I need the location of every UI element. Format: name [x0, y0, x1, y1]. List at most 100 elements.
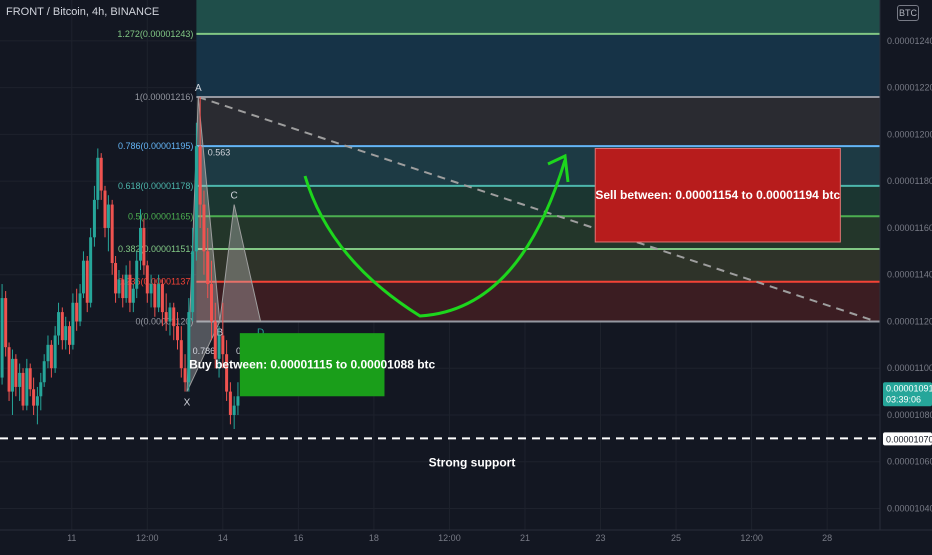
price-tick-label: 0.00001040 — [887, 503, 932, 513]
candle-body — [157, 284, 161, 308]
time-tick-label: 12:00 — [136, 533, 159, 543]
time-tick-label: 21 — [520, 533, 530, 543]
time-tick-label: 23 — [596, 533, 606, 543]
candle-body — [232, 405, 236, 415]
price-tick-label: 0.00001100 — [887, 363, 932, 373]
candle-body — [81, 260, 85, 294]
fib-level-label: 0.786(0.00001195) — [118, 141, 193, 151]
candle-body — [32, 389, 36, 406]
price-tick-label: 0.00001120 — [887, 316, 932, 326]
candle-body — [225, 354, 229, 392]
candle-body — [96, 157, 100, 200]
price-tick-label: 0.00001200 — [887, 129, 932, 139]
sell-zone-text: Sell between: 0.00001154 to 0.00001194 b… — [595, 188, 840, 202]
current-price-tag — [883, 382, 932, 407]
candle-body — [114, 263, 118, 294]
currency-badge[interactable]: BTC — [897, 5, 919, 21]
candle-body — [236, 396, 240, 406]
candle-body — [14, 358, 18, 387]
candle-body — [0, 298, 4, 378]
harmonic-point-label: C — [231, 191, 238, 202]
price-tick-label: 0.00001060 — [887, 457, 932, 467]
candle-body — [131, 288, 135, 303]
candle-body — [191, 251, 195, 313]
fib-level-label: 1(0.00001216) — [135, 92, 194, 102]
time-tick-label: 25 — [671, 533, 681, 543]
candle-body — [172, 307, 176, 327]
fib-band — [196, 0, 881, 34]
candle-body — [206, 251, 210, 285]
candle-body — [149, 284, 153, 294]
price-tick-label: 0.00001180 — [887, 176, 932, 186]
candle-body — [103, 190, 107, 228]
support-text: Strong support — [429, 455, 516, 469]
sell-zone-box — [594, 147, 841, 243]
candle-body — [176, 326, 180, 341]
candle-body — [49, 344, 53, 369]
candle-body — [128, 274, 132, 303]
price-tick-label: 0.00001160 — [887, 223, 932, 233]
fib-level-label: 0(0.00001120) — [136, 316, 194, 326]
candle-body — [217, 335, 221, 359]
candle-body — [142, 227, 146, 266]
projection-arrow — [303, 159, 567, 318]
fib-band — [196, 248, 881, 282]
trend-line — [197, 96, 877, 323]
candle-body — [138, 227, 142, 261]
candle-body — [179, 340, 183, 369]
candle-body — [89, 237, 93, 303]
candle-body — [4, 298, 8, 348]
harmonic-point-label: D — [257, 327, 264, 338]
candle-body — [110, 204, 114, 264]
price-tick-label: 0.00001220 — [887, 83, 932, 93]
candle-body — [124, 274, 128, 299]
candle-body — [18, 372, 22, 387]
candle-body — [228, 391, 232, 415]
candle-body — [92, 199, 96, 238]
candle-body — [213, 321, 217, 359]
harmonic-point-label: B — [216, 327, 223, 338]
fib-level-label: 0.5(0.00001165) — [128, 211, 193, 221]
candle-body — [194, 146, 198, 252]
candle-body — [28, 368, 32, 390]
candle-body — [99, 157, 103, 191]
price-tick-label: 0.00001140 — [887, 270, 932, 280]
support-price-value: 0.00001070 — [886, 434, 932, 444]
candle-body — [153, 284, 157, 308]
candle-body — [71, 302, 75, 345]
harmonic-point-label: A — [195, 83, 202, 94]
time-tick-label: 12:00 — [438, 533, 461, 543]
candle-body — [42, 361, 46, 383]
candle-body — [67, 326, 71, 345]
candle-body — [202, 204, 206, 252]
candle-body — [221, 335, 225, 355]
harmonic-ratio-label: 0.563 — [208, 147, 231, 157]
fib-level-label: 0.236(0.00001137) — [118, 277, 193, 287]
candle-body — [21, 372, 25, 406]
price-tick-label: 0.00001080 — [887, 410, 932, 420]
candle-body — [7, 347, 11, 392]
support-price-tag — [883, 432, 932, 446]
candle-body — [53, 335, 57, 369]
candle-body — [85, 260, 89, 303]
price-tick-label: 0.00001240 — [887, 36, 932, 46]
time-tick-label: 11 — [67, 533, 76, 543]
candle-body — [64, 326, 68, 341]
candle-countdown: 03:39:06 — [886, 394, 921, 404]
candle-body — [145, 265, 149, 294]
candle-body — [35, 396, 39, 406]
candle-body — [117, 279, 121, 294]
candle-body — [25, 368, 29, 406]
time-tick-label: 16 — [293, 533, 303, 543]
candle-body — [39, 382, 43, 397]
time-tick-label: 28 — [822, 533, 832, 543]
candle-body — [210, 284, 214, 322]
candle-body — [57, 312, 61, 336]
candle-body — [135, 260, 139, 289]
candle-body — [60, 312, 64, 341]
chart-title: FRONT / Bitcoin, 4h, BINANCE — [6, 6, 160, 18]
time-tick-label: 18 — [369, 533, 379, 543]
fib-level-label: 0.382(0.00001151) — [118, 244, 193, 254]
